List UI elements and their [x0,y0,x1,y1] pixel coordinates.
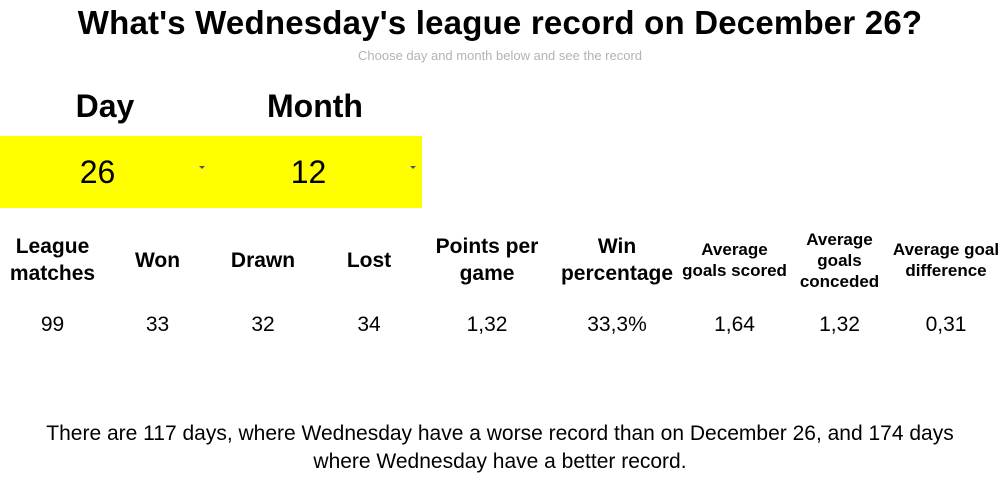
day-select-value: 26 [79,154,116,190]
page-subtitle: Choose day and month below and see the r… [357,48,643,63]
summary-line-1: There are 117 days, where Wednesday have… [46,422,954,445]
value-drawn: 32 [251,313,275,336]
value-lost: 34 [357,313,381,336]
value-win-percentage: 33,3% [587,313,647,336]
month-select-value: 12 [290,154,327,190]
day-label: Day [75,88,135,124]
summary-line-2: where Wednesday have a better record. [313,450,687,473]
date-selector-bar: 26 12 [0,136,422,208]
header-lost: Lost [346,248,392,272]
stats-table: League matches Won Drawn Lost Points per… [0,226,1000,356]
value-avg-goal-difference: 0,31 [925,313,967,336]
month-select[interactable]: 12 [211,136,422,208]
value-avg-goals-scored: 1,64 [714,313,755,336]
value-league-matches: 99 [40,313,65,336]
chevron-down-icon [199,166,205,169]
header-avg-goals-conceded: Average goals conceded [799,229,880,291]
value-avg-goals-conceded: 1,32 [819,313,860,336]
page-title: What's Wednesday's league record on Dece… [77,4,923,41]
month-label: Month [267,88,363,124]
record-summary: There are 117 days, where Wednesday have… [0,420,1000,476]
chevron-down-icon [410,166,416,169]
header-drawn: Drawn [230,248,296,272]
table-row: 99 33 32 34 1,32 33,3% 1,64 1,32 0,31 [0,294,1000,356]
value-won: 33 [145,313,170,336]
header-points-per-game: Points per game [435,235,539,285]
header-league-matches: League matches [9,235,96,285]
value-points-per-game: 1,32 [466,313,508,336]
header-avg-goal-difference: Average goal difference [892,240,1000,280]
header-avg-goals-scored: Average goals scored [682,240,787,280]
header-won: Won [134,248,181,272]
header-win-percentage: Win percentage [560,235,674,285]
table-header-row: League matches Won Drawn Lost Points per… [0,226,1000,294]
day-select[interactable]: 26 [0,136,211,208]
